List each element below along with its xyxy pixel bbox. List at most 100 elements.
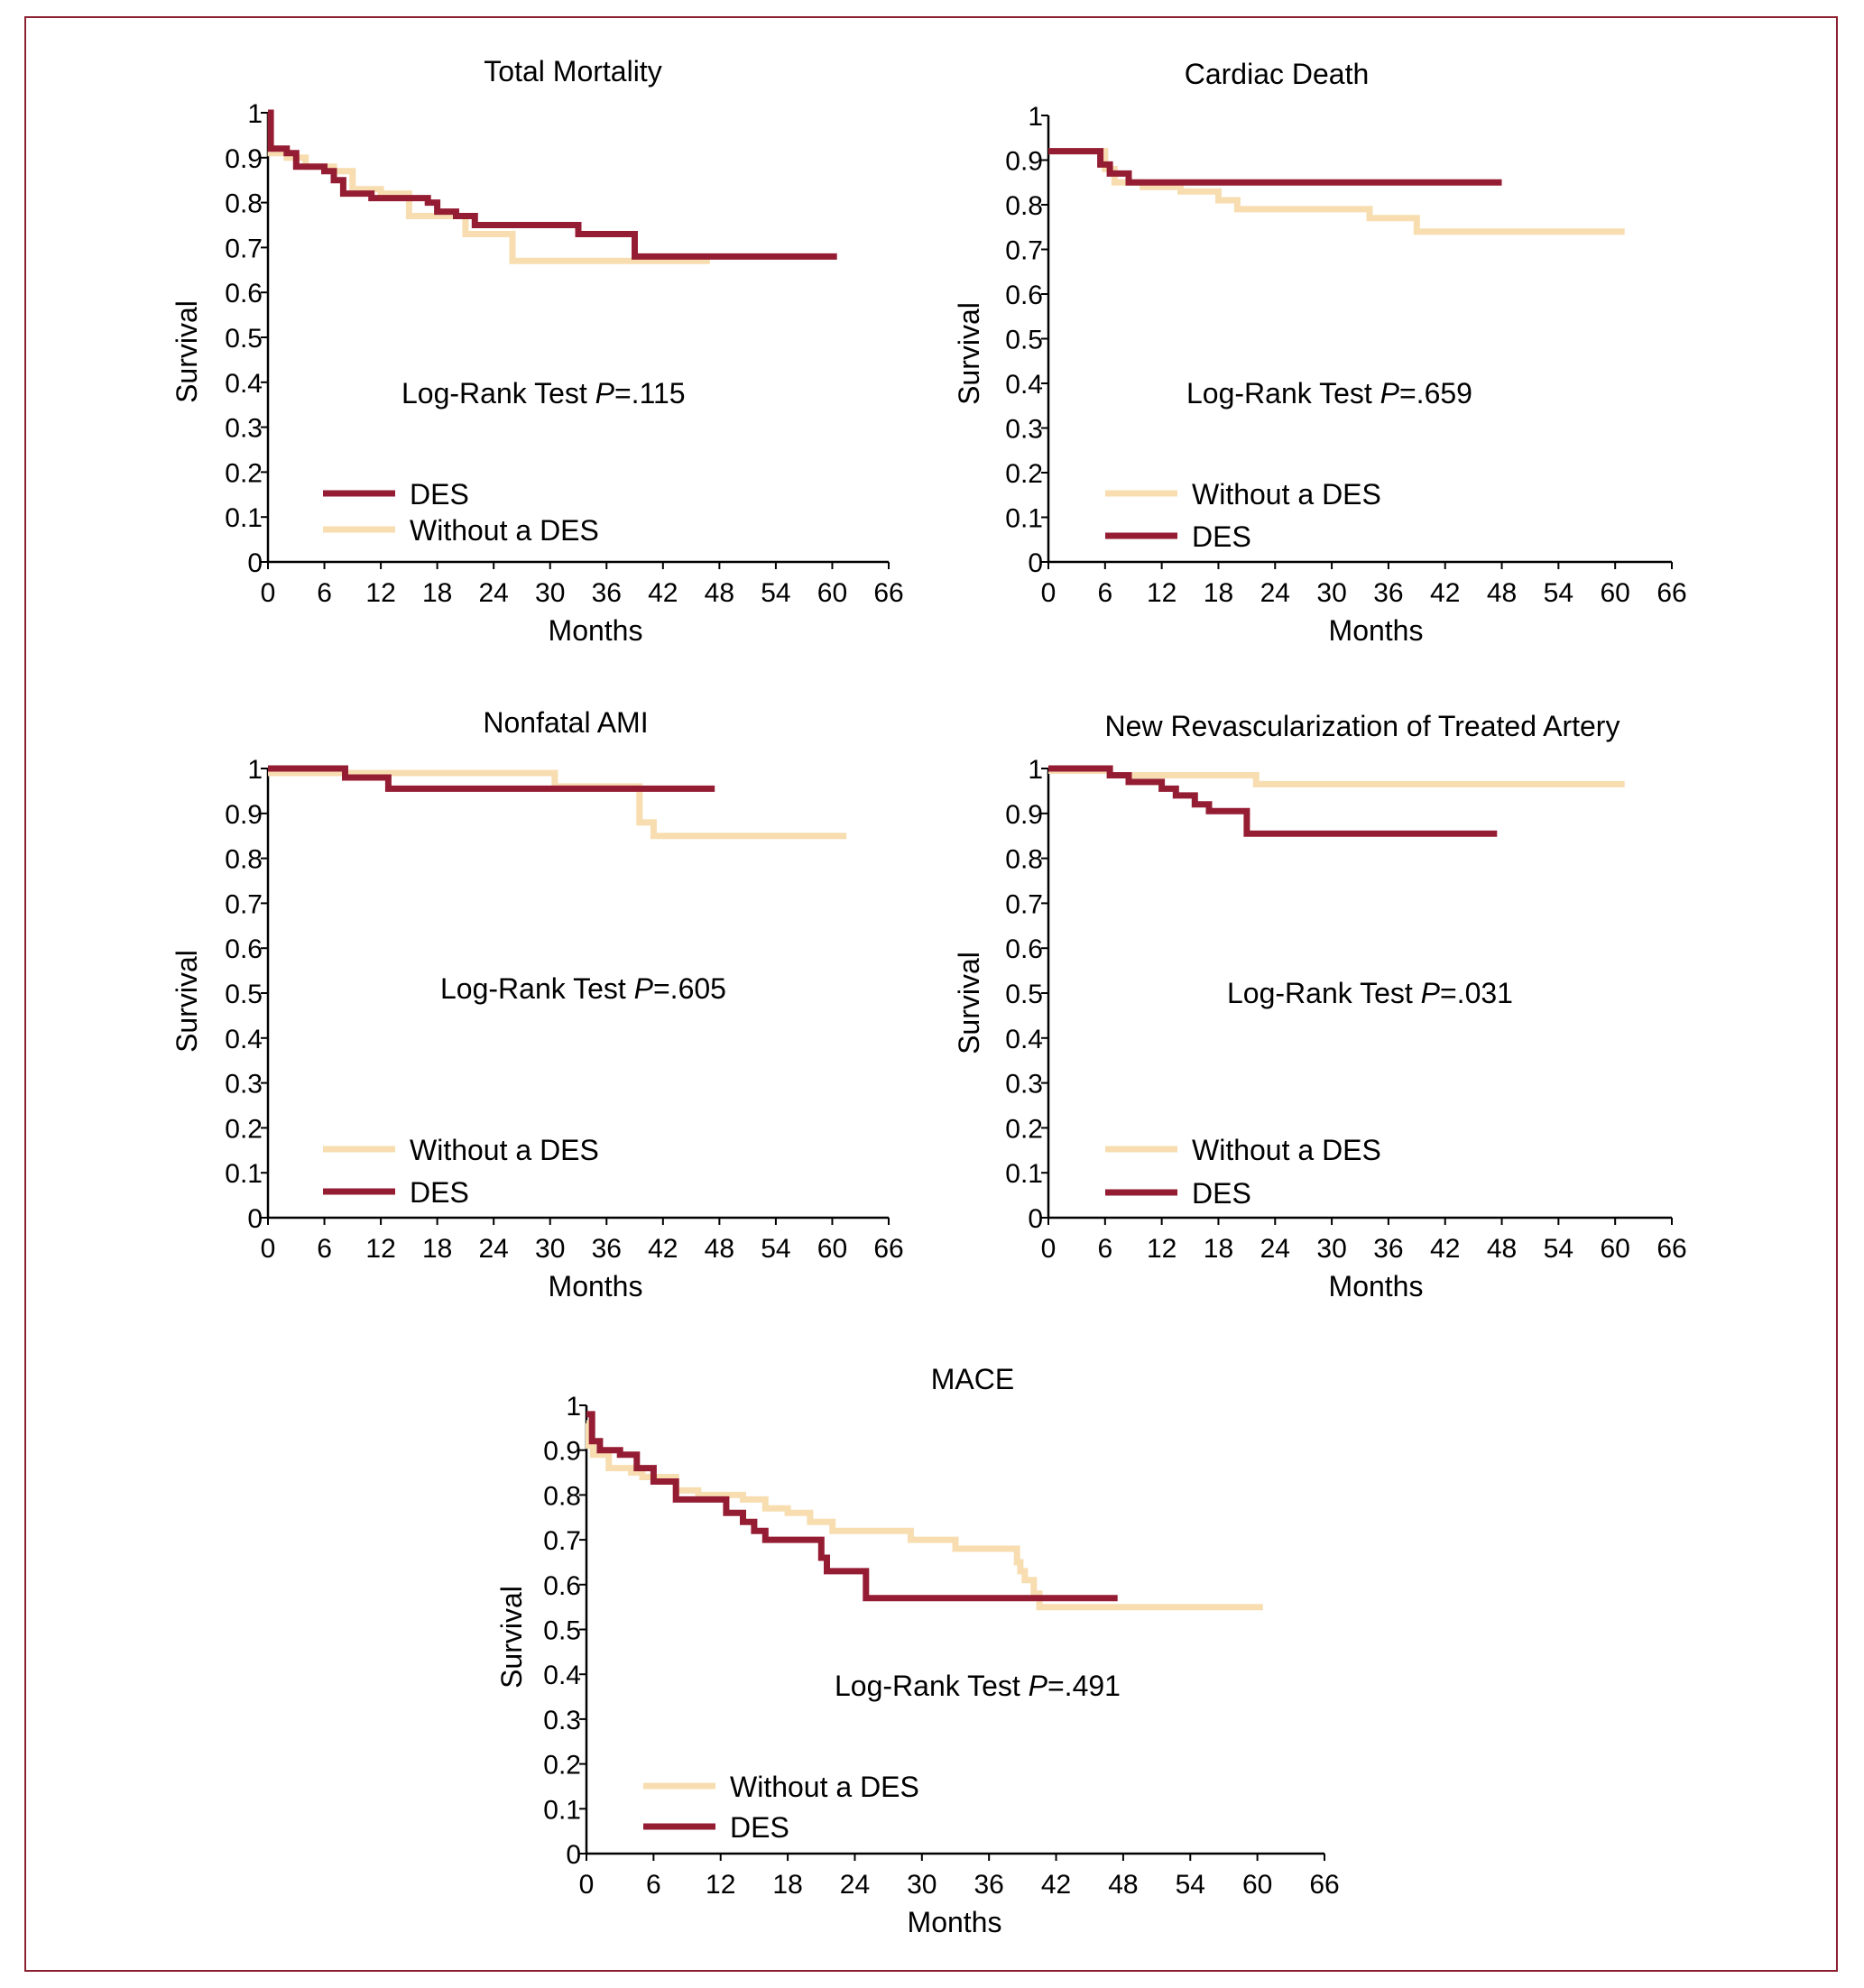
y-tick-label: 0.2 — [1005, 1114, 1043, 1144]
series-line-des — [1048, 148, 1502, 186]
y-tick-label: 0.7 — [1005, 889, 1043, 919]
y-axis-title: Survival — [953, 952, 985, 1054]
legend-label: DES — [410, 478, 469, 511]
y-tick-label: 0 — [1028, 1204, 1043, 1234]
x-tick-label: 6 — [646, 1870, 661, 1900]
x-tick-label: 48 — [1487, 1234, 1517, 1264]
annotation-p: P — [634, 972, 654, 1005]
chart-title: Nonfatal AMI — [483, 706, 648, 739]
x-tick-label: 18 — [1204, 578, 1233, 608]
y-tick-label: 0.2 — [543, 1751, 581, 1781]
legend-label: DES — [1192, 520, 1251, 553]
x-tick-label: 18 — [1204, 1234, 1233, 1264]
chart-title: Total Mortality — [484, 55, 661, 87]
x-tick-label: 54 — [761, 1234, 790, 1264]
x-tick-label: 66 — [1309, 1870, 1339, 1900]
y-tick-label: 0.9 — [225, 800, 263, 830]
legend-label: Without a DES — [410, 514, 599, 547]
x-tick-label: 0 — [261, 578, 276, 608]
y-tick-label: 0.9 — [1005, 800, 1043, 830]
annotation-p: P — [1421, 977, 1441, 1009]
y-tick-label: 1 — [566, 1392, 581, 1422]
x-tick-label: 6 — [317, 578, 332, 608]
y-tick-label: 0.3 — [225, 414, 263, 444]
y-tick-label: 1 — [247, 99, 263, 129]
series-line-without-des — [268, 769, 847, 840]
annotation-value: =.605 — [653, 972, 726, 1005]
legend-label: Without a DES — [1192, 1134, 1381, 1166]
annotation-prefix: Log-Rank Test — [1227, 977, 1421, 1009]
annotation-value: =.659 — [1399, 377, 1472, 410]
y-tick-label: 0.3 — [1005, 415, 1043, 445]
x-tick-label: 0 — [1041, 1234, 1057, 1264]
y-tick-label: 0.8 — [225, 189, 263, 219]
x-tick-label: 48 — [705, 1234, 734, 1264]
y-tick-label: 0.6 — [1005, 281, 1043, 310]
chart-cardiac-death: Cardiac Death 0 0.1 0.2 0.3 0.4 0.5 0.6 0.7 0.8 0.… — [953, 58, 1687, 647]
x-tick-label: 66 — [1656, 1234, 1686, 1264]
y-tick-label: 0.7 — [225, 234, 263, 263]
x-tick-label: 48 — [705, 578, 734, 608]
y-tick-label: 0.4 — [225, 1025, 263, 1054]
x-tick-label: 42 — [1430, 578, 1460, 608]
annotation-value: =.031 — [1440, 977, 1513, 1009]
x-tick-label: 66 — [873, 1234, 903, 1264]
x-axis-title: Months — [1329, 1270, 1424, 1302]
annotation-value: =.115 — [614, 377, 686, 410]
y-tick-label: 0.9 — [225, 144, 263, 174]
x-axis-title: Months — [908, 1906, 1002, 1938]
chart-title: New Revascularization of Treated Artery — [1105, 710, 1620, 742]
x-tick-label: 42 — [648, 578, 678, 608]
x-tick-label: 12 — [365, 1234, 395, 1264]
y-tick-label: 0.6 — [543, 1571, 581, 1601]
x-tick-label: 48 — [1487, 578, 1517, 608]
x-tick-label: 6 — [317, 1234, 332, 1264]
x-tick-label: 30 — [1316, 1234, 1346, 1264]
x-axis-title: Months — [549, 614, 643, 647]
series-line-des — [586, 1411, 1118, 1602]
y-tick-label: 0.4 — [543, 1661, 581, 1690]
y-tick-label: 0.2 — [1005, 459, 1043, 489]
annotation-prefix: Log-Rank Test — [401, 377, 595, 410]
x-tick-label: 18 — [422, 1234, 452, 1264]
y-tick-label: 0.7 — [543, 1526, 581, 1556]
x-tick-label: 54 — [1544, 578, 1573, 608]
x-tick-label: 42 — [1041, 1870, 1071, 1900]
legend-label: DES — [1192, 1177, 1251, 1210]
y-tick-label: 0.9 — [1005, 147, 1043, 177]
x-tick-label: 60 — [817, 578, 847, 608]
series-line-without-des — [267, 109, 710, 264]
y-tick-label: 0.6 — [225, 934, 263, 964]
x-tick-label: 48 — [1108, 1870, 1138, 1900]
series-line-without-des — [586, 1420, 1263, 1611]
x-tick-label: 36 — [1373, 1234, 1403, 1264]
y-tick-label: 0.5 — [543, 1616, 581, 1646]
y-tick-label: 0.8 — [225, 845, 263, 875]
x-tick-label: 24 — [1260, 578, 1290, 608]
series-line-des — [268, 765, 715, 792]
x-tick-label: 12 — [365, 578, 395, 608]
chart-title: Cardiac Death — [1185, 58, 1370, 90]
y-tick-label: 0.7 — [1005, 236, 1043, 266]
x-tick-label: 66 — [1656, 578, 1686, 608]
y-tick-label: 0.6 — [1005, 934, 1043, 964]
y-tick-label: 0 — [1028, 548, 1043, 578]
y-tick-label: 0.4 — [1005, 370, 1043, 400]
x-tick-label: 54 — [1176, 1870, 1205, 1900]
y-tick-label: 0.3 — [543, 1706, 581, 1735]
annotation-value: =.491 — [1047, 1670, 1121, 1702]
y-tick-label: 0.8 — [1005, 191, 1043, 221]
chart-mace: MACE 0 0.1 0.2 0.3 0.4 0.5 0.6 0.7 0.8 0.9 1 0 6 12 18 2… — [495, 1363, 1340, 1938]
y-tick-label: 0.7 — [225, 889, 263, 919]
chart-nonfatal-ami: Nonfatal AMI 0 0.1 0.2 0.3 0.4 0.5 0.6 0.7 0.8 0.9… — [171, 706, 904, 1302]
x-tick-label: 36 — [592, 1234, 622, 1264]
annotation-prefix: Log-Rank Test — [440, 972, 634, 1005]
x-tick-label: 36 — [1373, 578, 1403, 608]
x-tick-label: 12 — [706, 1870, 735, 1900]
x-tick-label: 18 — [772, 1870, 802, 1900]
figure-frame — [24, 16, 1838, 1972]
x-tick-label: 60 — [817, 1234, 847, 1264]
x-axis-title: Months — [1329, 614, 1424, 647]
y-axis-title: Survival — [953, 302, 985, 405]
y-axis-title: Survival — [171, 300, 203, 403]
